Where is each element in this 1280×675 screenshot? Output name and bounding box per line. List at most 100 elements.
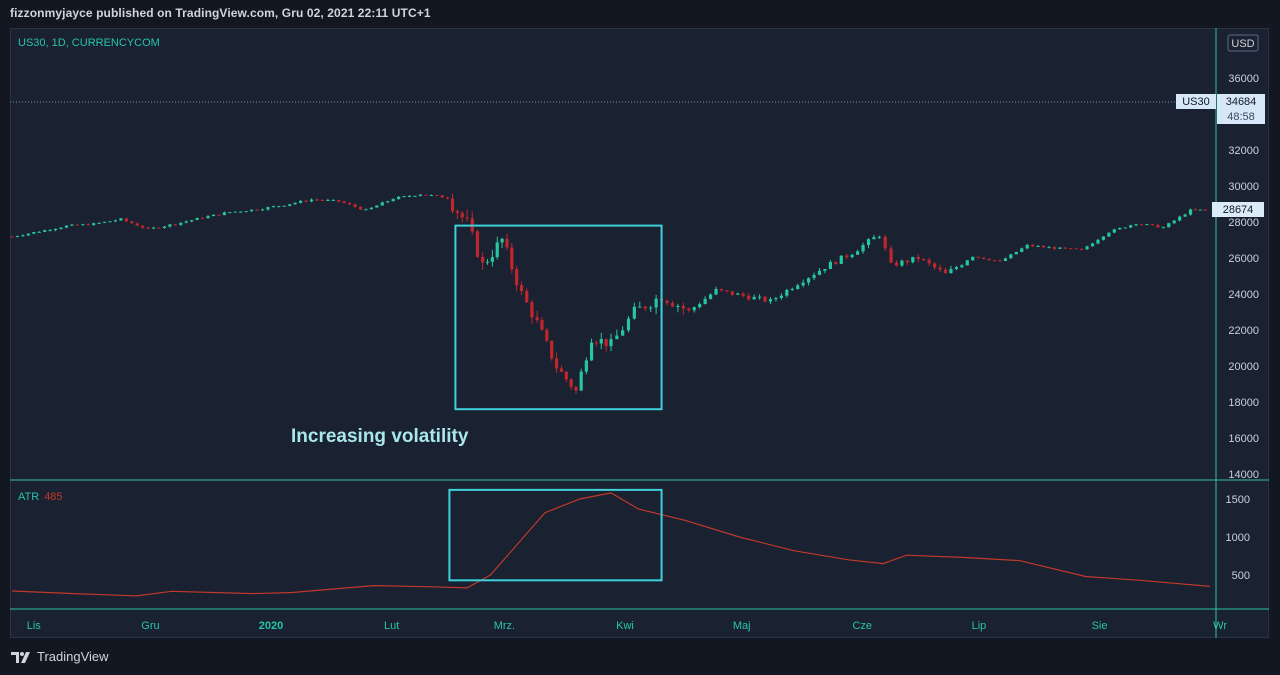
candle-body (736, 293, 740, 295)
candle (15, 235, 20, 238)
candle (1096, 238, 1100, 245)
time-tick-label: Gru (141, 620, 159, 632)
candle (1020, 247, 1024, 253)
candle (564, 370, 568, 383)
candle-body (348, 202, 352, 205)
currency-label-box[interactable] (1227, 34, 1259, 52)
candle (1178, 215, 1182, 222)
candle-body (839, 255, 843, 264)
candle-body (916, 256, 920, 260)
candle-body (495, 242, 499, 258)
candle-body (113, 220, 118, 222)
candle (839, 255, 843, 265)
time-tick-label: 2020 (259, 620, 283, 632)
last-close-value: 28674 (1223, 204, 1254, 216)
candle-body (747, 295, 751, 300)
candle (594, 340, 599, 347)
candle-body (1101, 236, 1106, 240)
candle-body (119, 218, 123, 221)
candle (998, 259, 1002, 262)
candle (872, 234, 876, 240)
candle-body (1085, 246, 1089, 250)
candle (342, 200, 346, 204)
candle-body (1178, 216, 1182, 221)
candle-body (564, 371, 568, 380)
footer-brand: TradingView (37, 649, 109, 664)
candle (540, 316, 544, 331)
price-tick-label: 18000 (1228, 397, 1259, 409)
candle (922, 258, 926, 261)
candle (1139, 223, 1144, 226)
candle (244, 211, 248, 213)
candle-body (1123, 227, 1127, 229)
candle (233, 211, 237, 213)
candle (266, 206, 270, 211)
current-price-box (1217, 94, 1265, 124)
candle (43, 229, 47, 233)
candle-body (643, 306, 647, 309)
candle (515, 266, 519, 292)
candle-body (190, 220, 194, 222)
candle-body (1188, 209, 1193, 215)
price-tick-label: 24000 (1228, 289, 1259, 301)
time-tick-label: Lut (384, 620, 399, 632)
candle-body (545, 329, 549, 341)
candle-body (954, 267, 958, 270)
candle (429, 194, 433, 197)
time-tick-label: Lip (972, 620, 987, 632)
candle (550, 340, 554, 361)
candle-body (1183, 214, 1187, 217)
candle-body (559, 368, 564, 372)
candle (86, 223, 90, 226)
candle-body (505, 238, 509, 248)
candle (643, 305, 647, 311)
volatility-box-price (454, 224, 663, 411)
candle-body (490, 257, 494, 262)
candle-body (1150, 224, 1155, 226)
candle-body (282, 205, 286, 207)
footer-logo[interactable]: TradingView (10, 649, 109, 664)
candle (1129, 224, 1133, 229)
candle (250, 209, 254, 212)
candle-body (1193, 209, 1198, 211)
candle (495, 236, 499, 260)
candle (911, 256, 915, 264)
bar-countdown: 48:58 (1227, 111, 1255, 123)
candle-body (1036, 245, 1040, 247)
candle-body (450, 198, 455, 212)
time-tick-label: Cze (852, 620, 872, 632)
candle (450, 193, 455, 214)
candle-body (1161, 227, 1165, 229)
candle-body (48, 230, 52, 232)
symbol-line[interactable]: US30, 1D, CURRENCYCOM (18, 37, 160, 49)
candle-body (801, 282, 805, 286)
candle-body (976, 256, 980, 258)
candle (589, 338, 594, 362)
candle-body (594, 342, 599, 344)
candle (719, 288, 724, 292)
candle (353, 203, 357, 208)
candle-body (92, 223, 96, 226)
candle-body (320, 199, 324, 201)
candle-body (397, 196, 401, 200)
candle-body (719, 288, 724, 291)
candle (927, 257, 931, 267)
candle (413, 195, 417, 197)
atr-legend[interactable]: ATR 485 (18, 491, 63, 503)
time-tick-label: Mrz. (494, 620, 515, 632)
atr-layer (11, 492, 1211, 597)
time-tick-label: Lis (27, 620, 42, 632)
candle (228, 212, 232, 214)
volatility-box-atr (448, 488, 663, 582)
candle (1188, 208, 1193, 216)
candle-body (834, 262, 838, 264)
candle (173, 223, 177, 226)
candle-body (649, 307, 653, 309)
candle-body (982, 257, 986, 259)
candle (315, 198, 319, 202)
candle-body (725, 290, 729, 292)
candle (823, 268, 827, 274)
candle (535, 310, 539, 324)
candle (70, 224, 74, 226)
